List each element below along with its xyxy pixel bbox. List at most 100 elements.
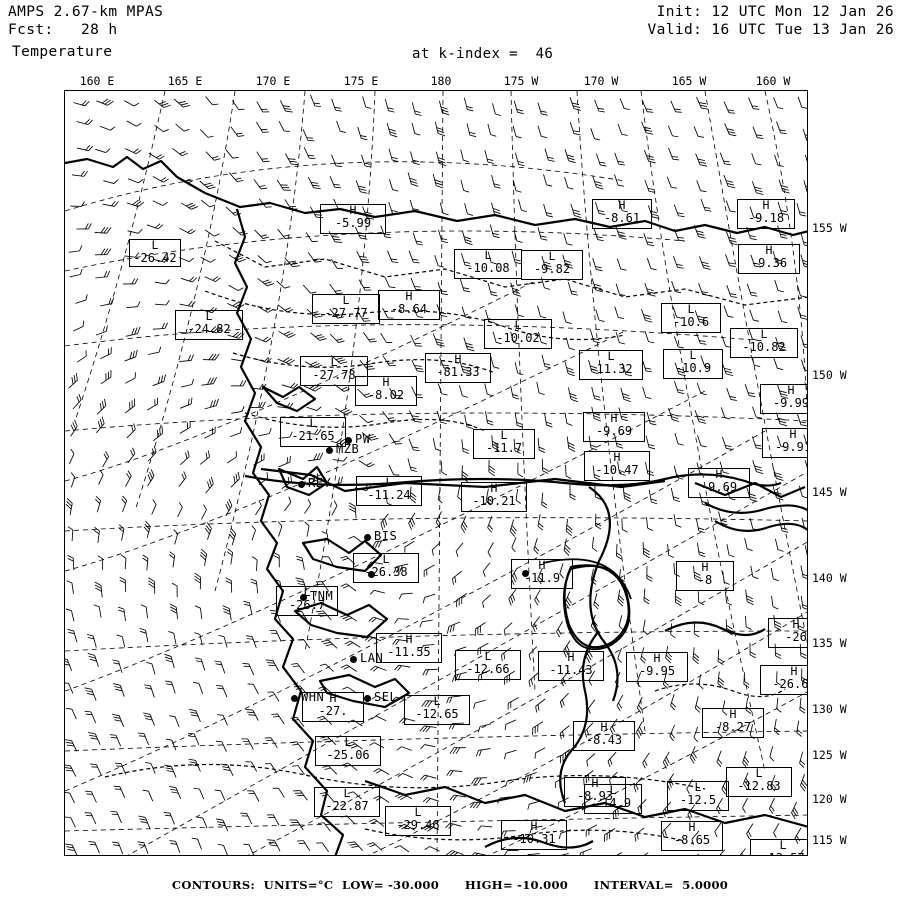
wind-barb: [127, 225, 143, 235]
wind-barb: [380, 330, 393, 346]
station-marker[interactable]: [368, 571, 375, 578]
wind-barb: [373, 766, 390, 780]
extremum-type: L: [687, 302, 695, 316]
extremum-value: -9.36: [750, 256, 788, 270]
wind-barb: [411, 121, 421, 137]
wind-barb: [565, 464, 572, 480]
extremum-value: -14.9: [594, 796, 632, 810]
extremum-type: H: [600, 720, 608, 734]
wind-barb: [541, 353, 552, 370]
wind-barb: [388, 146, 399, 164]
map-plot-area[interactable]: L-26.42H-5.99H-8.61H-9.18L-10.1L-10.08L-…: [64, 90, 808, 856]
wind-barb: [340, 581, 357, 596]
wind-barb: [725, 590, 733, 607]
wind-barb: [537, 304, 547, 320]
contour-caption: CONTOURS: UNITS=°C LOW= -30.000 HIGH= -1…: [171, 878, 729, 892]
wind-barb: [180, 272, 198, 284]
station-marker[interactable]: [350, 656, 357, 663]
wind-barb: [228, 249, 247, 265]
wind-barb: [643, 588, 651, 605]
station-label: LAN: [360, 651, 384, 665]
station-marker[interactable]: [522, 570, 529, 577]
wind-barb: [169, 838, 181, 855]
wind-barb: [503, 849, 519, 855]
wind-barb: [144, 397, 161, 411]
extremum-value: -26.38: [364, 565, 408, 579]
wind-barb: [65, 497, 74, 516]
wind-barb: [68, 393, 84, 410]
wind-barb: [490, 354, 500, 371]
extremum-value: -10.08: [466, 261, 510, 275]
station-marker[interactable]: [326, 447, 333, 454]
wind-barb: [410, 149, 421, 167]
extremum-type: L: [342, 293, 350, 307]
wind-barb: [429, 541, 445, 557]
wind-barb: [437, 227, 449, 245]
wind-barb: [168, 713, 180, 730]
wind-barb: [640, 752, 655, 769]
wind-barb: [269, 627, 282, 645]
wind-barb: [752, 457, 764, 476]
wind-barb: [672, 253, 685, 271]
wind-barb: [719, 150, 732, 168]
wind-barb: [246, 525, 257, 541]
wind-barb: [65, 841, 78, 855]
wind-barb: [634, 721, 649, 739]
station-label: MZB: [336, 442, 360, 456]
wind-barb: [666, 174, 678, 191]
station-marker[interactable]: [298, 481, 305, 488]
extremum-type: H: [530, 819, 538, 833]
extremum-type: H: [688, 820, 696, 834]
extremum-value: -11.9: [523, 571, 561, 585]
y-axis-tick: 135 W: [812, 636, 847, 650]
station-marker[interactable]: [364, 695, 371, 702]
wind-barb: [700, 196, 712, 214]
wind-barb: [110, 808, 122, 826]
wind-barb: [563, 231, 573, 248]
wind-barb: [692, 726, 703, 743]
wind-barb: [152, 322, 169, 330]
wind-barb: [239, 810, 253, 828]
high-extremum-label: H -10.31: [501, 820, 567, 850]
wind-barb: [231, 97, 245, 113]
extremum-value: -11.32: [589, 362, 633, 376]
wind-barb: [91, 416, 108, 434]
wind-barb: [121, 349, 140, 362]
wind-barb: [362, 94, 372, 111]
wind-barb: [505, 697, 522, 710]
wind-barb: [726, 542, 735, 559]
station-marker[interactable]: [300, 594, 307, 601]
wind-barb: [751, 151, 762, 167]
wind-barb: [565, 335, 576, 352]
wind-barb: [276, 176, 292, 194]
extremum-type: L: [755, 766, 763, 780]
extremum-value: -29.46: [396, 818, 440, 832]
wind-barb: [124, 326, 142, 337]
wind-barb: [513, 98, 525, 116]
wind-barb: [307, 248, 322, 266]
wind-barb: [284, 253, 301, 271]
high-extremum-label: H -11.43: [538, 651, 604, 681]
wind-barb: [554, 620, 568, 638]
wind-barb: [749, 307, 760, 324]
wind-barb: [172, 501, 185, 518]
wind-barb: [673, 378, 685, 396]
wind-barb: [698, 280, 710, 298]
station-label: TNM: [310, 589, 334, 603]
wind-barb: [84, 708, 97, 726]
wind-barb: [360, 152, 372, 170]
station-marker[interactable]: [364, 534, 371, 541]
wind-barb: [65, 680, 74, 696]
wind-barb: [537, 225, 548, 243]
station-marker[interactable]: [291, 695, 298, 702]
wind-barb: [289, 738, 305, 756]
extremum-type: L: [433, 694, 441, 708]
wind-barb: [479, 594, 495, 609]
wind-barb: [178, 354, 195, 363]
wind-barb: [491, 173, 502, 191]
station-marker[interactable]: [345, 437, 352, 444]
extremum-type: L: [548, 249, 556, 263]
wind-barb: [584, 753, 599, 767]
wind-barb: [613, 671, 626, 688]
wind-barb: [642, 384, 652, 401]
